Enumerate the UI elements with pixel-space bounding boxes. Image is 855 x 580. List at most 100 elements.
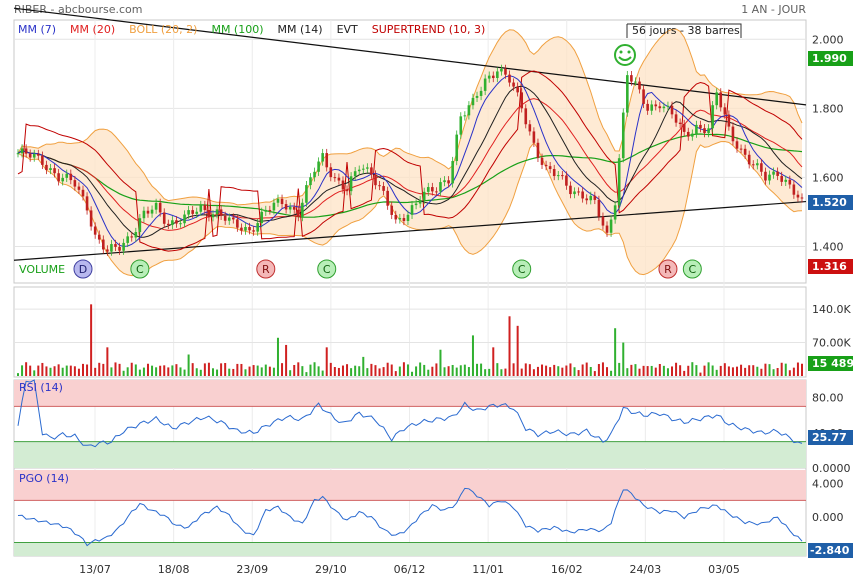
volume-bar <box>691 362 694 376</box>
volume-bar <box>764 363 767 376</box>
candle-body <box>776 171 779 176</box>
candle-body <box>244 227 247 231</box>
svg-text:25.77: 25.77 <box>812 431 847 444</box>
mm100-line <box>17 133 803 218</box>
candle-body <box>130 236 134 238</box>
high-marker-badge: 1.990 <box>808 51 853 66</box>
legend-item[interactable]: SUPERTREND (10, 3) <box>372 23 486 36</box>
candle-body <box>313 171 316 178</box>
candle-body <box>504 68 507 75</box>
candle-body <box>374 174 377 186</box>
volume-tick-label: 140.0K <box>812 303 851 316</box>
candle-body <box>215 209 219 215</box>
candle-body <box>682 123 686 132</box>
volume-bar <box>33 370 36 376</box>
candle-body <box>61 177 64 182</box>
volume-bar <box>772 369 775 376</box>
candle-body <box>715 92 718 106</box>
candle-body <box>378 185 381 187</box>
volume-bar <box>727 366 730 376</box>
legend-item[interactable]: MM (20) <box>70 23 115 36</box>
candle-body <box>154 202 158 210</box>
candle-body <box>41 155 44 165</box>
candle-body <box>500 68 503 72</box>
candle-body <box>406 214 410 222</box>
volume-bar <box>211 368 214 376</box>
candle-body <box>569 185 572 195</box>
candle-body <box>211 214 215 218</box>
svg-text:-2.840: -2.840 <box>810 544 850 557</box>
candle-body <box>236 219 239 228</box>
volume-bar <box>784 363 787 376</box>
volume-bar <box>73 366 76 376</box>
volume-bar <box>366 368 369 376</box>
volume-bar <box>110 367 113 376</box>
volume-bar <box>138 369 141 376</box>
candle-body <box>203 205 207 210</box>
volume-bar <box>25 362 28 376</box>
candle-body <box>65 173 69 178</box>
volume-bar <box>626 368 629 376</box>
signal-letter: C <box>323 263 331 276</box>
signal-letter: D <box>79 263 87 276</box>
volume-bar <box>679 365 682 376</box>
candle-body <box>751 164 755 166</box>
volume-bar <box>642 365 645 376</box>
pgo-line <box>17 487 803 547</box>
legend-item[interactable]: MM (100) <box>211 23 263 36</box>
candle-body <box>475 95 479 98</box>
candle-body <box>764 171 767 181</box>
candle-body <box>455 134 459 162</box>
candle-body <box>138 218 142 233</box>
volume-bar <box>768 364 771 376</box>
candle-body <box>634 81 637 83</box>
candle-body <box>772 171 775 175</box>
candle-body <box>93 226 97 235</box>
candle-body <box>240 227 243 231</box>
candle-body <box>309 177 312 186</box>
signal-letter: C <box>136 263 144 276</box>
candle-body <box>207 209 211 218</box>
volume-bar <box>455 367 458 376</box>
candle-body <box>512 82 515 87</box>
volume-bar <box>447 366 450 376</box>
candle-body <box>471 97 475 106</box>
volume-bar <box>520 368 523 376</box>
candle-body <box>731 126 735 142</box>
candle-body <box>707 128 710 134</box>
volume-bar <box>175 364 178 376</box>
volume-bar <box>740 364 743 376</box>
mm20-line <box>17 98 803 231</box>
volume-bar <box>252 365 255 376</box>
volume-bar <box>378 368 381 376</box>
volume-bar <box>500 369 503 376</box>
indicator-legend[interactable]: MM (7) MM (20) BOLL (20, 2) MM (100) MM (14)… <box>18 23 485 36</box>
candle-body <box>459 116 463 135</box>
bollinger-area <box>18 29 802 276</box>
candle-body <box>695 124 698 134</box>
volume-bar <box>199 369 202 376</box>
legend-item[interactable]: BOLL (20, 2) <box>129 23 197 36</box>
volume-bar <box>683 370 686 376</box>
volume-bar <box>480 363 483 376</box>
legend-item[interactable]: MM (7) <box>18 23 56 36</box>
volume-bar <box>618 362 621 376</box>
candle-body <box>585 198 589 201</box>
volume-bar <box>191 363 194 376</box>
period-label[interactable]: 1 AN - JOUR <box>741 3 806 16</box>
volume-bar <box>313 362 316 376</box>
candle-body <box>760 163 763 172</box>
candle-body <box>394 214 398 220</box>
candle-body <box>77 186 81 190</box>
legend-item[interactable]: MM (14) <box>278 23 323 36</box>
annotation-text: 56 jours - 38 barres <box>632 24 740 37</box>
volume-bar <box>756 366 759 376</box>
volume-bar <box>126 367 129 376</box>
volume-bar <box>622 342 625 376</box>
candle-body <box>162 212 166 224</box>
legend-item[interactable]: EVT <box>337 23 358 36</box>
date-tick-label: 06/12 <box>394 563 426 576</box>
volume-bar <box>711 365 714 376</box>
candle-body <box>284 204 288 210</box>
volume-bar <box>45 366 48 376</box>
